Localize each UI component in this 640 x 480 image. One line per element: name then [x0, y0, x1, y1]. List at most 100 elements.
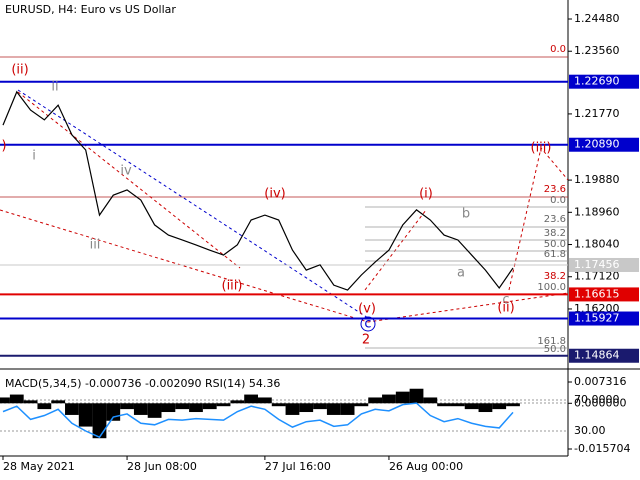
- wave-label: b: [462, 207, 470, 222]
- y-tick-label: 1.21770: [574, 107, 620, 120]
- macd-bar: [133, 403, 148, 415]
- macd-bar: [0, 397, 10, 404]
- wave-label: 2: [362, 333, 370, 348]
- x-tick-label: 28 May 2021: [3, 460, 75, 473]
- y-tick-label: 1.23560: [574, 44, 620, 57]
- price-tag-label: 1.22690: [574, 75, 620, 88]
- macd-bar: [409, 388, 424, 404]
- macd-bar: [244, 394, 258, 404]
- fib-label: 61.8: [544, 249, 566, 260]
- macd-bar: [368, 397, 383, 404]
- macd-bar: [285, 403, 300, 415]
- fib-label: 38.2: [544, 271, 566, 282]
- macd-bar: [354, 403, 369, 407]
- fib-label: 100.0: [537, 282, 566, 293]
- macd-bar: [147, 403, 162, 418]
- rsi-line: [2, 402, 514, 439]
- price-tag: [569, 257, 639, 272]
- y-tick-label: 0.000000: [574, 396, 627, 409]
- macd-bar: [478, 403, 493, 413]
- macd-bar: [326, 403, 341, 415]
- wave-label: (iii): [531, 141, 552, 156]
- y-tick-label: 1.18040: [574, 238, 620, 251]
- macd-bar: [37, 403, 52, 410]
- macd-bar: [258, 397, 272, 404]
- price-tag: [569, 348, 639, 363]
- macd-bar: [161, 403, 176, 413]
- wave-label: (v): [358, 302, 376, 317]
- y-tick-label: 1.24480: [574, 12, 620, 25]
- wave-label: (i): [419, 187, 433, 202]
- fib-label: 0.0: [550, 44, 566, 55]
- wave-label: (iv): [264, 187, 285, 202]
- projection-line: [508, 146, 569, 291]
- macd-bar: [506, 403, 520, 407]
- macd-bar: [51, 400, 66, 404]
- macd-bar: [450, 403, 465, 407]
- macd-bar: [120, 403, 134, 410]
- price-tag-label: 1.16615: [574, 287, 620, 300]
- wave-label: c: [502, 293, 509, 308]
- wave-label: (iii): [222, 279, 243, 294]
- price-tag: [569, 74, 639, 89]
- wave-lines: [0, 89, 569, 323]
- wave-label: ): [1, 139, 6, 154]
- price-tag: [569, 137, 639, 152]
- macd-bar: [340, 403, 355, 415]
- macd-bar: [492, 403, 507, 410]
- y-tick-label: 1.18960: [574, 205, 620, 218]
- price-tag: [569, 287, 639, 302]
- price-tag-label: 1.17456: [574, 258, 620, 271]
- y-tick-label: 1.19880: [574, 173, 620, 186]
- wave-label: (ii): [497, 301, 514, 316]
- macd-bar: [189, 403, 203, 413]
- macd-bar: [271, 403, 286, 407]
- price-tag-label: 1.15927: [574, 312, 620, 325]
- macd-bar: [9, 394, 24, 404]
- fib-label: 0.0: [550, 195, 566, 206]
- macd-bar: [382, 394, 396, 404]
- fib-grid: [365, 206, 568, 349]
- trend-line: [17, 91, 241, 269]
- y-tick-label: 0.007316: [574, 375, 627, 388]
- fib-label: 161.8: [537, 336, 566, 347]
- wave-label: ii: [51, 80, 58, 95]
- rsi-level-label: 70.0000: [574, 393, 620, 406]
- price-tag-label: 1.20890: [574, 138, 620, 151]
- wave-label: i: [32, 149, 36, 164]
- trend-line: [0, 209, 569, 323]
- trend-line: [17, 89, 369, 319]
- rsi-level-label: 30.00: [574, 424, 606, 437]
- x-tick-label: 26 Aug 00:00: [389, 460, 463, 473]
- macd-bar: [437, 403, 451, 407]
- wave-label: iv: [120, 164, 132, 179]
- wave-label: (ii): [11, 63, 28, 78]
- fib-label: 50.0: [544, 239, 566, 250]
- price-tag: [569, 311, 639, 326]
- macd-bar: [175, 403, 190, 410]
- wave-label: iii: [90, 238, 101, 253]
- price-line: [2, 90, 514, 291]
- macd-bar: [230, 400, 245, 404]
- wave-label: c: [364, 317, 371, 332]
- macd-bar: [23, 400, 38, 404]
- macd-bar: [65, 403, 79, 415]
- macd-bar: [313, 403, 327, 410]
- macd-bar: [464, 403, 479, 410]
- macd-bar: [423, 397, 438, 404]
- fib-label: 50.0: [544, 344, 566, 355]
- x-tick-label: 27 Jul 16:00: [265, 460, 331, 473]
- y-tick-label: 1.17120: [574, 270, 620, 283]
- x-tick-label: 28 Jun 08:00: [127, 460, 197, 473]
- macd-bar: [395, 391, 410, 404]
- macd-bar: [299, 403, 314, 413]
- wave-circle: [360, 316, 376, 332]
- macd-bar: [92, 403, 107, 439]
- macd-bar: [78, 403, 93, 427]
- macd-bar: [216, 403, 231, 407]
- macd-bar: [202, 403, 217, 410]
- y-tick-label: -0.015704: [574, 442, 630, 455]
- symbol-title: EURUSD, H4: Euro vs US Dollar: [5, 3, 176, 16]
- price-tag-label: 1.14864: [574, 349, 620, 362]
